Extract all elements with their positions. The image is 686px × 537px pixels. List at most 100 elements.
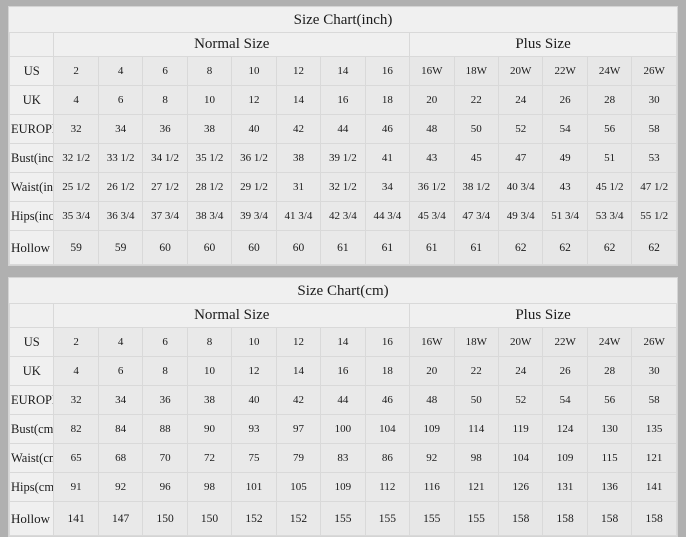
table-cell: 38 <box>186 385 233 415</box>
table-cell: 51 <box>586 143 633 173</box>
table-cell: 30 <box>631 356 677 386</box>
table-cell: 53 3/4 <box>586 201 633 231</box>
table-cell: 24 <box>497 356 544 386</box>
table-cell: 26 <box>542 85 588 115</box>
table-cell: 100 <box>320 414 366 444</box>
table-cell: 35 3/4 <box>53 201 99 231</box>
table-cell: 40 <box>231 114 277 144</box>
row-header: EUROPE <box>8 385 55 415</box>
table-cell: 34 1/2 <box>142 143 188 173</box>
table-cell: 86 <box>364 443 411 473</box>
table-cell: 126 <box>497 472 544 502</box>
table-cell: 72 <box>186 443 233 473</box>
table-cell: 36 3/4 <box>97 201 144 231</box>
table-cell: 4 <box>97 327 144 357</box>
chart-title: Size Chart(inch) <box>9 7 677 33</box>
table-cell: 91 <box>53 472 99 502</box>
table-cell: 136 <box>586 472 633 502</box>
table-cell: 44 <box>320 114 366 144</box>
table-cell: 25 1/2 <box>53 172 99 202</box>
row-header: Hollow to Floor(inch) <box>8 230 55 265</box>
table-cell: 97 <box>275 414 322 444</box>
table-cell: 20W <box>497 56 544 86</box>
table-cell: 41 3/4 <box>275 201 322 231</box>
table-cell: 141 <box>53 501 99 536</box>
table-cell: 48 <box>409 114 455 144</box>
table-cell: 18 <box>364 356 411 386</box>
table-cell: 56 <box>586 385 633 415</box>
table-cell: 16 <box>364 56 411 86</box>
table-cell: 54 <box>542 385 588 415</box>
table-cell: 4 <box>53 356 99 386</box>
table-cell: 42 <box>275 385 322 415</box>
table-cell: 43 <box>542 172 588 202</box>
table-cell: 141 <box>631 472 677 502</box>
table-cell: 26W <box>631 327 677 357</box>
table-cell: 121 <box>631 443 677 473</box>
table-cell: 92 <box>97 472 144 502</box>
size-table-inch-body: Size Chart(inch) Normal Size Plus Size US 2 4… <box>8 7 677 265</box>
table-cell: 31 <box>275 172 322 202</box>
table-cell: 158 <box>586 501 633 536</box>
row-header: Bust(inch) <box>8 143 55 173</box>
table-cell: 40 <box>231 385 277 415</box>
table-cell: 10 <box>186 85 233 115</box>
table-cell: 20W <box>497 327 544 357</box>
table-cell: 38 <box>275 143 322 173</box>
table-cell: 4 <box>53 85 99 115</box>
group-header-normal-size: Normal Size <box>53 303 411 328</box>
size-table-cm: Size Chart(cm) Normal Size Plus Size US 2 4 6 8… <box>8 278 677 536</box>
table-cell: 12 <box>275 56 322 86</box>
table-cell: 24W <box>586 327 633 357</box>
table-row: Waist(inch)25 1/226 1/227 1/228 1/229 1/… <box>8 172 677 202</box>
table-cell: 147 <box>97 501 144 536</box>
corner-cell <box>8 303 55 328</box>
table-cell: 75 <box>231 443 277 473</box>
table-row: UK 4 6 8 10 12 14 16 18 20 22 24 26 28 30 <box>8 85 677 115</box>
table-cell: 61 <box>453 230 499 265</box>
table-cell: 60 <box>275 230 322 265</box>
table-cell: 29 1/2 <box>231 172 277 202</box>
table-cell: 58 <box>631 114 677 144</box>
table-cell: 104 <box>497 443 544 473</box>
table-cell: 20 <box>409 85 455 115</box>
table-cell: 50 <box>453 385 499 415</box>
table-cell: 150 <box>142 501 188 536</box>
table-cell: 36 1/2 <box>231 143 277 173</box>
table-cell: 62 <box>497 230 544 265</box>
group-header-row: Normal Size Plus Size <box>8 303 677 328</box>
title-row: Size Chart(cm) <box>9 278 677 304</box>
table-cell: 70 <box>142 443 188 473</box>
table-cell: 24 <box>497 85 544 115</box>
table-row: US 2 4 6 8 10 12 14 16 16W 18W 20W 22W 24W 26W <box>8 56 677 86</box>
table-cell: 65 <box>53 443 99 473</box>
table-cell: 40 3/4 <box>497 172 544 202</box>
table-cell: 101 <box>231 472 277 502</box>
table-cell: 98 <box>453 443 499 473</box>
table-cell: 36 <box>142 114 188 144</box>
row-header: Hollow to Floor(cm) <box>8 501 55 536</box>
table-cell: 150 <box>186 501 233 536</box>
table-cell: 60 <box>186 230 233 265</box>
table-cell: 32 <box>53 385 99 415</box>
table-cell: 105 <box>275 472 322 502</box>
row-header: US <box>8 327 55 357</box>
table-cell: 47 <box>497 143 544 173</box>
row-header: Hips(cm) <box>8 472 55 502</box>
table-cell: 47 3/4 <box>453 201 499 231</box>
table-row: US 2 4 6 8 10 12 14 16 16W 18W 20W 22W 24W 26W <box>8 327 677 357</box>
table-cell: 12 <box>275 327 322 357</box>
table-cell: 22W <box>542 56 588 86</box>
table-cell: 56 <box>586 114 633 144</box>
group-header-row: Normal Size Plus Size <box>8 32 677 57</box>
table-cell: 34 <box>364 172 411 202</box>
table-cell: 10 <box>231 56 277 86</box>
table-row: UK 4 6 8 10 12 14 16 18 20 22 24 26 28 30 <box>8 356 677 386</box>
table-cell: 68 <box>97 443 144 473</box>
table-cell: 34 <box>97 114 144 144</box>
table-cell: 155 <box>409 501 455 536</box>
row-header: UK <box>8 85 55 115</box>
table-cell: 49 <box>542 143 588 173</box>
table-cell: 18 <box>364 85 411 115</box>
table-cell: 39 3/4 <box>231 201 277 231</box>
